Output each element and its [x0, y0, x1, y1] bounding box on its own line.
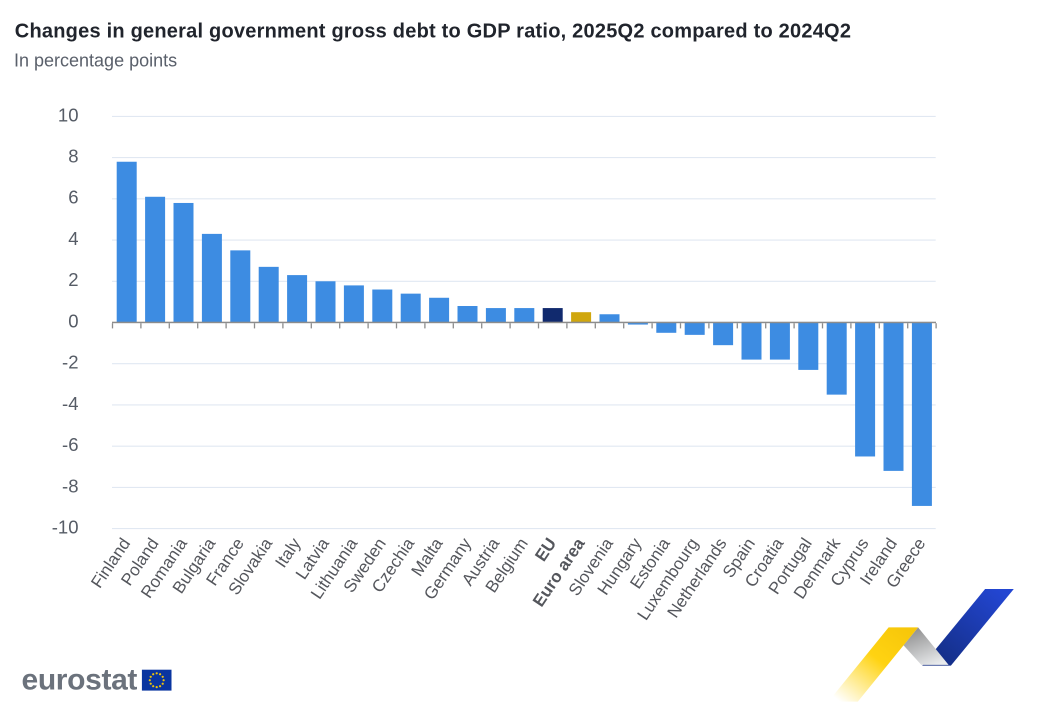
- svg-text:8: 8: [68, 146, 78, 167]
- svg-text:10: 10: [58, 104, 79, 125]
- svg-text:-10: -10: [52, 517, 79, 538]
- svg-text:6: 6: [68, 187, 78, 208]
- svg-text:Changes in general government: Changes in general government gross debt…: [15, 21, 851, 43]
- svg-text:-6: -6: [62, 434, 78, 455]
- svg-text:0: 0: [68, 310, 78, 331]
- svg-text:2: 2: [68, 269, 78, 290]
- svg-text:-4: -4: [62, 393, 78, 414]
- svg-text:4: 4: [68, 228, 78, 249]
- svg-text:In percentage points: In percentage points: [14, 51, 177, 71]
- svg-text:-8: -8: [62, 475, 78, 496]
- svg-text:eurostat: eurostat: [22, 664, 138, 697]
- svg-text:-2: -2: [62, 352, 78, 373]
